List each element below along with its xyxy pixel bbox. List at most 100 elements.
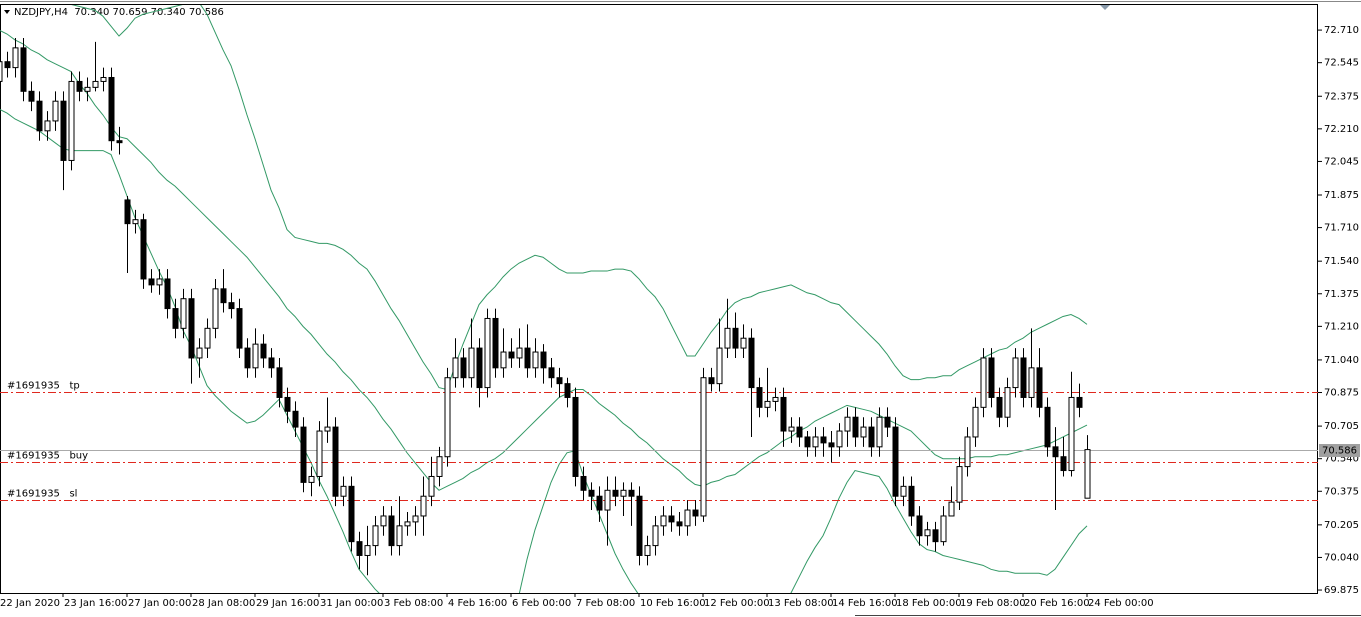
- candle-body: [916, 515, 923, 537]
- y-tick-label: 70.040: [1324, 552, 1359, 563]
- chart-title: NZDJPY,H4 70.340 70.659 70.340 70.586: [14, 7, 224, 18]
- candle-body: [260, 343, 267, 359]
- candle-body: [1004, 387, 1011, 418]
- candle-body: [468, 347, 475, 379]
- x-tick-label: 7 Feb 08:00: [576, 598, 635, 609]
- candle-body: [76, 80, 83, 92]
- candle-body: [532, 351, 539, 369]
- x-tick-label: 23 Jan 16:00: [64, 598, 127, 609]
- y-tick-label: 72.375: [1324, 91, 1359, 102]
- last-price-label: 70.586: [1322, 446, 1357, 457]
- candle-body: [628, 489, 635, 497]
- x-tick-label: 22 Jan 2020: [0, 598, 60, 609]
- candle-body: [1020, 357, 1027, 398]
- candle-body: [676, 521, 683, 527]
- candle-body: [364, 545, 371, 556]
- candle-body: [124, 199, 131, 225]
- candle-body: [796, 426, 803, 438]
- candle-body: [4, 61, 11, 69]
- candle-body: [28, 90, 35, 102]
- candle-body: [244, 347, 251, 369]
- y-tick-label: 71.375: [1324, 289, 1359, 300]
- candle-body: [652, 525, 659, 547]
- candle-body: [156, 278, 163, 286]
- x-tick-label: 24 Feb 00:00: [1088, 598, 1154, 609]
- y-tick-label: 71.210: [1324, 321, 1359, 332]
- candle-body: [84, 86, 91, 92]
- candle-body: [1036, 367, 1043, 408]
- candle-body: [316, 430, 323, 477]
- y-tick-label: 71.710: [1324, 223, 1359, 234]
- x-tick-label: 31 Jan 00:00: [320, 598, 383, 609]
- candle-body: [12, 47, 19, 69]
- candle-body: [644, 545, 651, 556]
- candle-body: [940, 515, 947, 543]
- candle-body: [436, 456, 443, 477]
- candle-body: [988, 357, 995, 398]
- candle-body: [684, 509, 691, 527]
- candle-body: [228, 302, 235, 310]
- candle-body: [412, 515, 419, 523]
- candle-body: [724, 327, 731, 349]
- candle-body: [36, 100, 43, 132]
- candle-body: [492, 317, 499, 369]
- candle-body: [708, 377, 715, 385]
- candle-body: [820, 436, 827, 444]
- candle-body: [476, 347, 483, 389]
- candle-body: [300, 426, 307, 483]
- candle-body: [596, 495, 603, 511]
- order-level-label: #1691935 sl: [7, 489, 77, 500]
- candle-body: [380, 515, 387, 527]
- bollinger-band: [71, 5, 1088, 391]
- y-tick-label: 72.210: [1324, 124, 1359, 135]
- candle-body: [884, 416, 891, 428]
- candle-body: [92, 80, 99, 88]
- candle-body: [1076, 396, 1083, 408]
- candle-body: [420, 495, 427, 517]
- candle-body: [172, 308, 179, 329]
- candle-body: [332, 426, 339, 497]
- last-price-box: [1319, 444, 1360, 457]
- x-tick-label: 12 Feb 00:00: [704, 598, 770, 609]
- candle-body: [404, 521, 411, 527]
- candle-body: [732, 327, 739, 349]
- y-tick-label: 71.875: [1324, 190, 1359, 201]
- order-level-label: #1691935 buy: [7, 451, 88, 462]
- candle-body: [908, 485, 915, 517]
- candle-body: [668, 515, 675, 523]
- candle-body: [828, 442, 835, 448]
- candle-body: [948, 501, 955, 517]
- candle-body: [980, 357, 987, 408]
- candle-body: [788, 426, 795, 432]
- bollinger-band: [0, 30, 1088, 491]
- candle-body: [1084, 449, 1091, 499]
- candle-body: [964, 436, 971, 468]
- y-tick-label: 72.710: [1324, 25, 1359, 36]
- candle-body: [812, 436, 819, 448]
- candle-body: [1068, 396, 1075, 472]
- y-tick-label: 70.375: [1324, 486, 1359, 497]
- candle-body: [692, 509, 699, 517]
- order-level-label: #1691935 tp: [7, 381, 80, 392]
- candle-body: [356, 541, 363, 556]
- candle-body: [1060, 456, 1067, 472]
- candle-body: [44, 120, 51, 132]
- candle-body: [444, 377, 451, 458]
- candle-body: [196, 347, 203, 359]
- candle-body: [996, 396, 1003, 418]
- y-tick-label: 70.705: [1324, 421, 1359, 432]
- candle-body: [116, 140, 123, 144]
- candle-body: [876, 416, 883, 448]
- candle-body: [284, 396, 291, 412]
- candle-body: [60, 100, 67, 161]
- candle-body: [236, 308, 243, 349]
- x-tick-label: 27 Jan 00:00: [128, 598, 191, 609]
- x-tick-label: 10 Feb 16:00: [640, 598, 706, 609]
- candle-body: [740, 337, 747, 349]
- candle-body: [188, 298, 195, 359]
- candle-body: [868, 426, 875, 448]
- candle-body: [148, 278, 155, 286]
- y-tick-label: 70.875: [1324, 388, 1359, 399]
- scroll-marker: [1100, 5, 1110, 10]
